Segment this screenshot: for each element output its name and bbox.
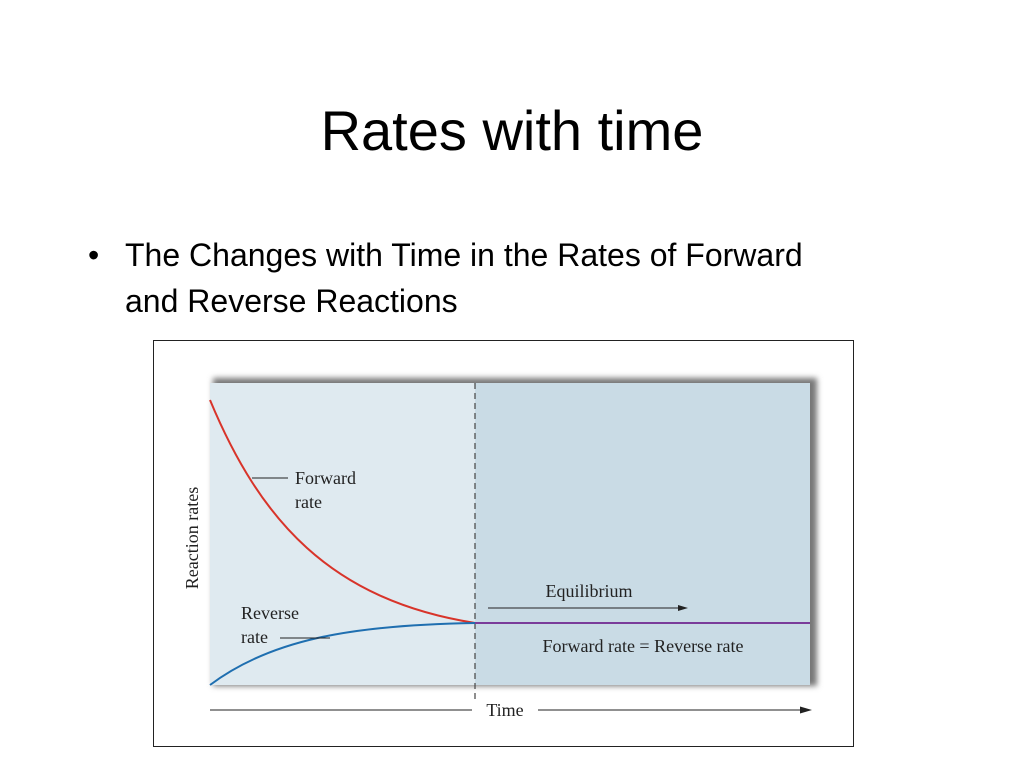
reverse-label: Reverse xyxy=(241,603,299,623)
slide-title: Rates with time xyxy=(320,99,704,162)
x-axis-label: Time xyxy=(486,700,523,720)
y-axis-label: Reaction rates xyxy=(182,487,202,589)
reverse-label: rate xyxy=(241,627,268,647)
panel-right xyxy=(475,383,810,685)
bullet-text: The Changes with Time in the Rates of Fo… xyxy=(125,237,803,319)
equality-label: Forward rate = Reverse rate xyxy=(542,636,743,656)
panel-left xyxy=(210,383,475,685)
equilibrium-label: Equilibrium xyxy=(546,581,633,601)
forward-curve xyxy=(209,399,476,624)
forward-label: Forward xyxy=(295,468,356,488)
arrow-head xyxy=(800,706,812,714)
forward-label: rate xyxy=(295,492,322,512)
bullet-marker: • xyxy=(88,237,100,273)
arrow-head xyxy=(678,605,688,611)
